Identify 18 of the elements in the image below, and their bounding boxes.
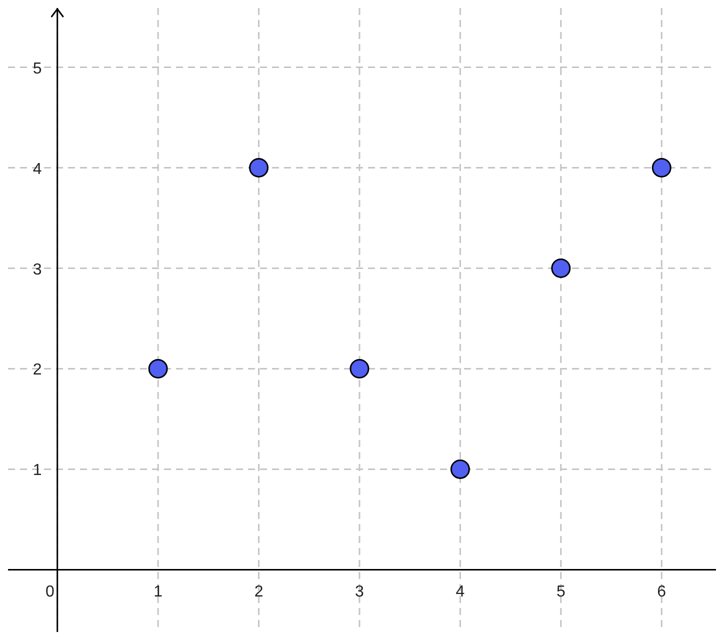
x-tick-label: 3 bbox=[355, 584, 364, 601]
point bbox=[450, 459, 470, 479]
point bbox=[551, 258, 571, 278]
x-tick-label: 0 bbox=[45, 584, 54, 601]
x-tick-label: 2 bbox=[254, 584, 264, 601]
x-tick-label: 6 bbox=[657, 584, 666, 601]
point bbox=[148, 358, 168, 378]
y-tick-label: 3 bbox=[32, 261, 42, 278]
y-tick-label: 1 bbox=[32, 462, 42, 480]
y-tick-label: 4 bbox=[32, 160, 42, 178]
y-tick-label: 5 bbox=[32, 60, 42, 78]
point bbox=[652, 158, 672, 178]
point bbox=[249, 158, 269, 178]
x-tick-label: 1 bbox=[154, 584, 163, 601]
x-tick-label: 5 bbox=[556, 584, 566, 601]
x-tick-label: 4 bbox=[456, 584, 465, 601]
point bbox=[350, 358, 370, 378]
y-tick-label: 2 bbox=[32, 362, 42, 379]
